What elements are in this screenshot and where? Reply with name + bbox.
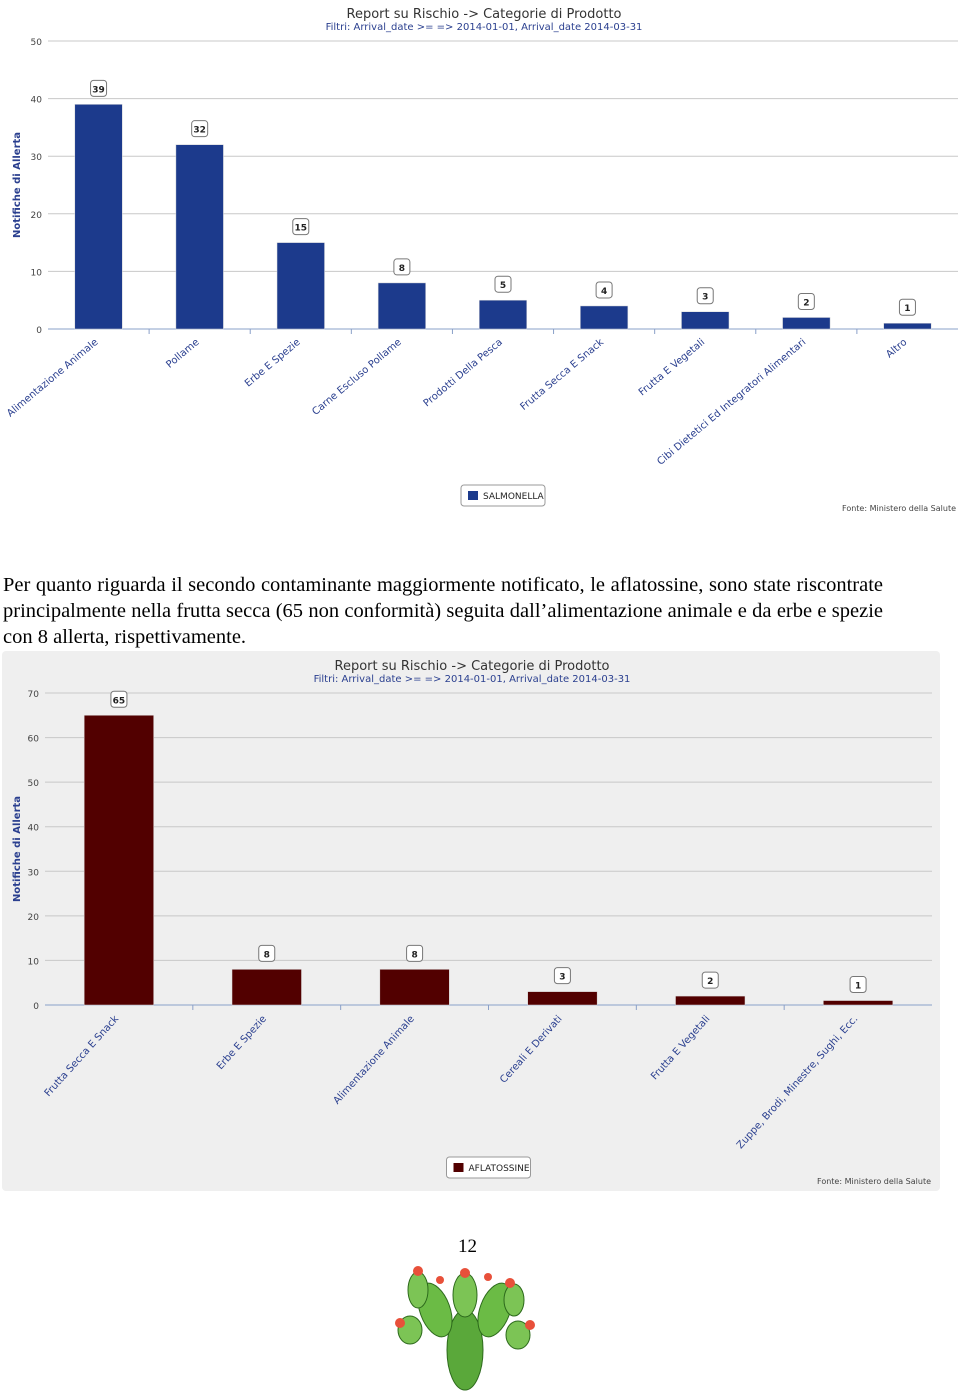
legend-box [446, 1156, 531, 1179]
data-label-box [701, 971, 719, 989]
data-label: 3 [702, 293, 708, 303]
data-label: 15 [295, 224, 308, 234]
data-label: 1 [855, 982, 861, 992]
data-label-box [898, 298, 916, 316]
chart-title: Report su Rischio -> Categorie di Prodot… [347, 7, 622, 22]
y-tick-label: 20 [28, 913, 40, 923]
source-note: Fonte: Ministero della Salute [842, 504, 956, 513]
y-tick-label: 30 [31, 153, 43, 163]
bar [675, 995, 746, 1006]
data-label: 65 [113, 696, 126, 706]
bar [527, 991, 598, 1006]
legend-box [460, 484, 546, 507]
data-label-box [90, 79, 108, 97]
bar [83, 715, 154, 1006]
data-label-box [258, 944, 276, 962]
legend-swatch [468, 491, 478, 500]
bar [231, 969, 302, 1006]
data-label-box [797, 292, 815, 310]
legend-label: AFLATOSSINE [469, 1164, 530, 1174]
bar [74, 104, 123, 330]
x-tick-label: Frutta E Vegetali [637, 337, 707, 398]
chart-background [2, 651, 940, 1191]
x-tick-label: Carne Escluso Pollame [310, 337, 403, 418]
data-label: 1 [904, 304, 910, 314]
bar [478, 299, 528, 330]
source-note: Fonte: Ministero della Salute [817, 1177, 931, 1186]
data-label-box [191, 120, 209, 138]
data-label: 2 [707, 977, 713, 987]
data-label-box [406, 944, 424, 962]
data-label: 8 [411, 950, 417, 960]
y-tick-label: 40 [31, 96, 43, 106]
y-tick-label: 0 [36, 326, 42, 336]
y-tick-label: 30 [28, 868, 40, 878]
paragraph: Per quanto riguarda il secondo contamina… [3, 574, 883, 648]
data-label-box [595, 281, 613, 299]
data-label: 39 [92, 85, 105, 95]
data-label: 2 [803, 298, 809, 308]
chart-subtitle: Filtri: Arrival_date >= => 2014-01-01, A… [314, 674, 631, 685]
bar [782, 317, 831, 330]
x-tick-label: Pollame [164, 337, 201, 371]
bar [379, 969, 450, 1006]
bar [276, 242, 325, 330]
cactus-illustration [395, 1266, 535, 1391]
data-label: 5 [500, 281, 506, 291]
x-tick-label: Erbe E Spezie [243, 337, 303, 390]
x-tick-label: Frutta Secca E Snack [519, 337, 607, 413]
y-axis-label: Notifiche di Allerta [12, 796, 23, 902]
bar [377, 282, 426, 330]
y-tick-label: 50 [31, 38, 43, 48]
chart: Report su Rischio -> Categorie di Prodot… [2, 651, 940, 1191]
data-label: 8 [399, 264, 405, 274]
data-label-box [110, 690, 128, 708]
data-label: 4 [601, 287, 607, 297]
y-tick-label: 50 [28, 779, 40, 789]
bar [823, 1000, 894, 1006]
data-label-box [494, 275, 512, 293]
data-label: 3 [559, 973, 565, 983]
y-axis-label: Notifiche di Allerta [12, 132, 23, 238]
data-label-box [553, 967, 571, 985]
data-label: 32 [193, 126, 206, 136]
x-tick-label: Alimentazione Animale [5, 337, 100, 420]
bar [580, 305, 629, 330]
y-tick-label: 0 [33, 1002, 39, 1012]
chart-subtitle: Filtri: Arrival_date >= => 2014-01-01, A… [326, 22, 643, 33]
x-tick-label: Altro [884, 337, 909, 361]
chart: Report su Rischio -> Categorie di Prodot… [5, 7, 958, 513]
chart-title: Report su Rischio -> Categorie di Prodot… [335, 659, 610, 674]
x-tick-label: Prodotti Della Pesca [422, 337, 505, 409]
bar [681, 311, 730, 330]
legend-swatch [453, 1163, 464, 1172]
y-tick-label: 40 [28, 824, 40, 834]
data-label-box [292, 218, 310, 236]
data-label: 8 [264, 950, 270, 960]
page-number: 12 [458, 1236, 477, 1257]
bar [175, 144, 224, 330]
y-tick-label: 70 [28, 690, 40, 700]
y-tick-label: 20 [31, 211, 43, 221]
legend-label: SALMONELLA [483, 492, 545, 502]
data-label-box [393, 258, 411, 276]
data-label-box [849, 976, 867, 994]
y-tick-label: 10 [28, 957, 40, 967]
y-tick-label: 60 [28, 735, 40, 745]
y-tick-label: 10 [31, 268, 43, 278]
data-label-box [696, 287, 714, 305]
bar [883, 322, 932, 330]
